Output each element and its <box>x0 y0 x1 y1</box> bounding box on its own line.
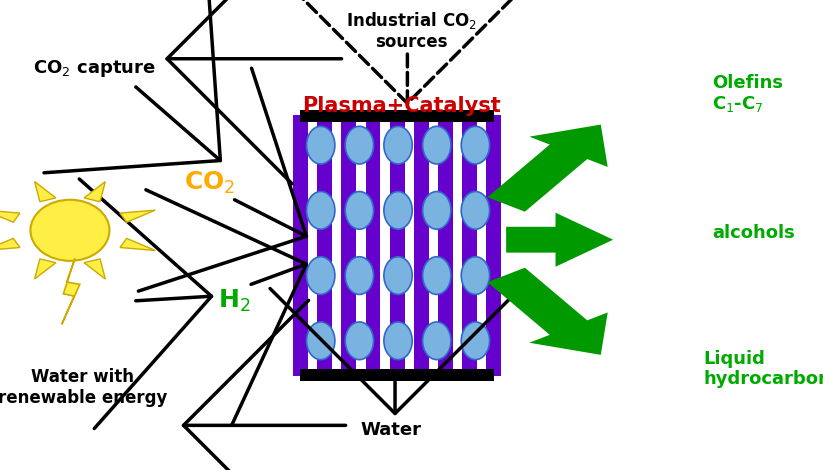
Bar <box>342 115 356 376</box>
Text: Liquid
hydrocarbons: Liquid hydrocarbons <box>704 350 823 388</box>
Bar <box>389 115 405 376</box>
Bar <box>300 369 494 381</box>
Ellipse shape <box>306 322 335 360</box>
Polygon shape <box>0 238 20 251</box>
Ellipse shape <box>345 191 374 229</box>
Bar <box>317 115 332 376</box>
Text: Industrial CO$_2$
sources: Industrial CO$_2$ sources <box>346 10 477 51</box>
Text: Water with
renewable energy: Water with renewable energy <box>0 368 167 407</box>
Ellipse shape <box>422 126 451 164</box>
Ellipse shape <box>345 257 374 294</box>
Ellipse shape <box>306 191 335 229</box>
Ellipse shape <box>461 191 490 229</box>
Bar <box>293 115 308 376</box>
Ellipse shape <box>30 200 109 261</box>
Ellipse shape <box>384 257 412 294</box>
Text: Plasma+Catalyst: Plasma+Catalyst <box>302 96 501 116</box>
Ellipse shape <box>422 191 451 229</box>
Bar <box>300 115 494 376</box>
Polygon shape <box>84 181 105 202</box>
Bar <box>463 115 477 376</box>
Polygon shape <box>120 210 156 222</box>
Polygon shape <box>35 181 56 202</box>
Ellipse shape <box>345 322 374 360</box>
Ellipse shape <box>306 257 335 294</box>
Ellipse shape <box>384 191 412 229</box>
Ellipse shape <box>384 322 412 360</box>
Text: CO$_2$: CO$_2$ <box>184 170 235 196</box>
Polygon shape <box>84 259 105 279</box>
FancyArrow shape <box>487 268 607 355</box>
Bar <box>438 115 453 376</box>
Polygon shape <box>62 258 80 324</box>
Polygon shape <box>0 210 20 222</box>
FancyArrow shape <box>506 212 613 267</box>
Polygon shape <box>35 259 56 279</box>
FancyArrow shape <box>487 125 607 212</box>
Bar <box>365 115 380 376</box>
Bar <box>300 110 494 122</box>
Ellipse shape <box>461 322 490 360</box>
Ellipse shape <box>422 257 451 294</box>
Ellipse shape <box>461 257 490 294</box>
Text: H$_2$: H$_2$ <box>218 288 251 314</box>
Text: Water: Water <box>360 421 421 439</box>
Ellipse shape <box>422 322 451 360</box>
Text: alcohols: alcohols <box>712 224 795 242</box>
Text: CO$_2$ capture: CO$_2$ capture <box>33 58 156 78</box>
Ellipse shape <box>461 126 490 164</box>
Ellipse shape <box>306 126 335 164</box>
Text: Olefins
C$_1$-C$_7$: Olefins C$_1$-C$_7$ <box>712 73 783 115</box>
Bar <box>414 115 429 376</box>
Polygon shape <box>120 238 156 251</box>
Ellipse shape <box>345 126 374 164</box>
Ellipse shape <box>384 126 412 164</box>
Bar <box>486 115 501 376</box>
